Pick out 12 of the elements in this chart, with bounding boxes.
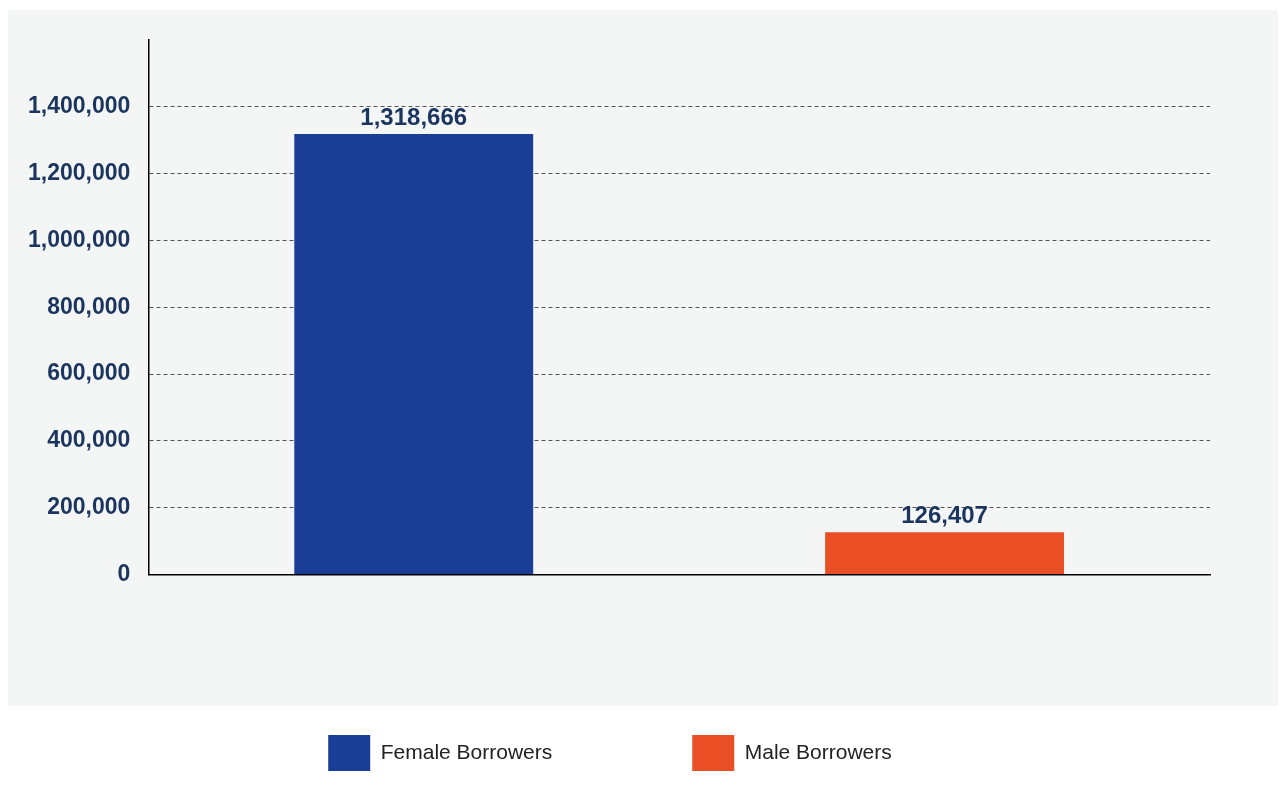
y-tick-label: 1,000,000	[27, 225, 131, 252]
legend-label: Male Borrowers	[744, 739, 892, 763]
y-tick-label: 800,000	[47, 292, 131, 319]
y-tick-label: 0	[117, 559, 131, 586]
text: 1,318,666	[360, 102, 468, 130]
y-tick-label: 400,000	[47, 426, 131, 453]
y-tick-label: 1,200,000	[27, 158, 131, 185]
legend-label: Female Borrowers	[380, 739, 553, 763]
y-tick-label: 200,000	[47, 493, 131, 520]
text: 126,407	[901, 500, 988, 528]
y-tick-label: 600,000	[47, 359, 131, 386]
y-tick-label: 1,400,000	[27, 92, 131, 119]
